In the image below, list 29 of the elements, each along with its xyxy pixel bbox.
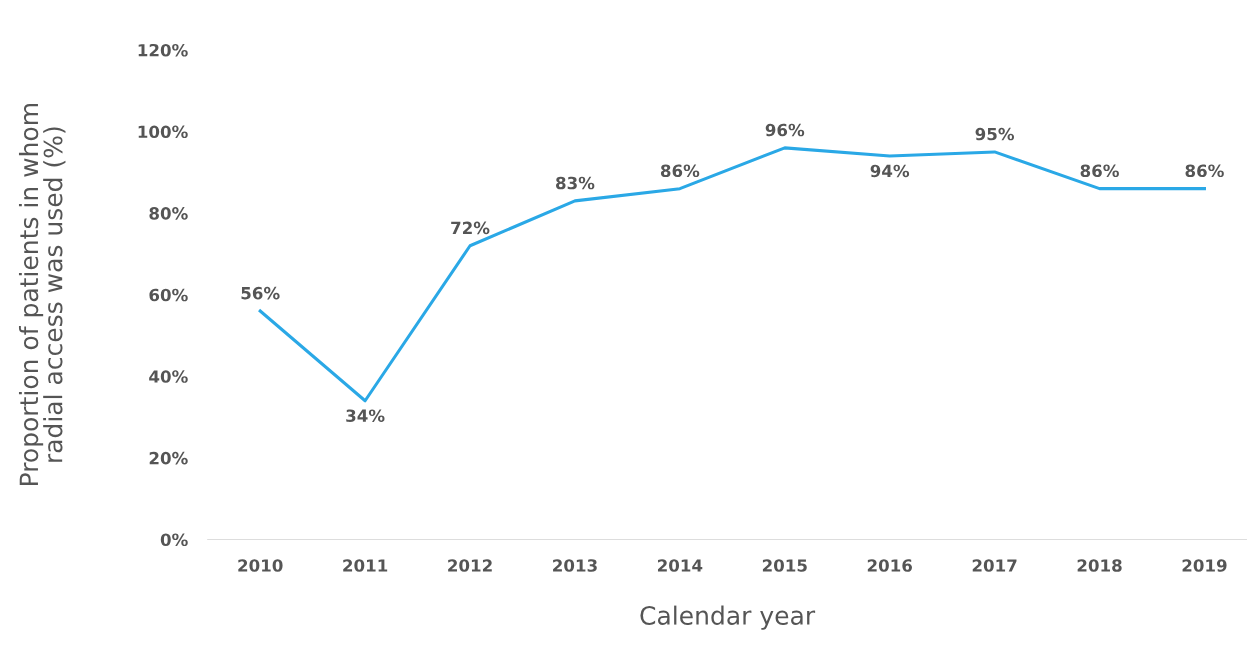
y-axis-title: Proportion of patients in whom radial access was used (%) [18, 104, 66, 486]
x-tick-label: 2013 [553, 559, 597, 572]
x-tick-label: 2012 [448, 559, 492, 572]
data-label: 86% [1080, 164, 1119, 178]
y-tick-label: 100% [138, 125, 188, 139]
y-tick-label: 60% [149, 288, 188, 302]
y-tick-label: 20% [149, 451, 188, 465]
x-tick-label: 2010 [238, 559, 283, 572]
y-tick-label: 0% [160, 533, 188, 547]
data-label: 86% [1185, 164, 1224, 178]
data-label: 83% [556, 176, 595, 190]
x-axis-title: Calendar year [640, 605, 816, 630]
x-tick-label: 2018 [1077, 559, 1122, 572]
y-tick-label: 80% [149, 207, 188, 220]
data-label: 34% [346, 409, 385, 422]
x-tick-label: 2016 [867, 559, 912, 572]
x-tick-label: 2015 [762, 559, 807, 572]
y-tick-label: 40% [149, 370, 188, 383]
x-tick-label: 2011 [343, 559, 388, 572]
data-label: 86% [660, 164, 700, 178]
data-label: 56% [241, 286, 280, 300]
x-tick-label: 2017 [972, 559, 1017, 572]
y-tick-label: 120% [138, 43, 188, 57]
data-label: 96% [765, 123, 805, 137]
x-tick-label: 2014 [657, 559, 703, 572]
x-tick-label: 2019 [1182, 559, 1227, 572]
data-label: 94% [870, 164, 910, 178]
data-label: 95% [975, 127, 1015, 141]
data-label: 72% [451, 221, 490, 235]
